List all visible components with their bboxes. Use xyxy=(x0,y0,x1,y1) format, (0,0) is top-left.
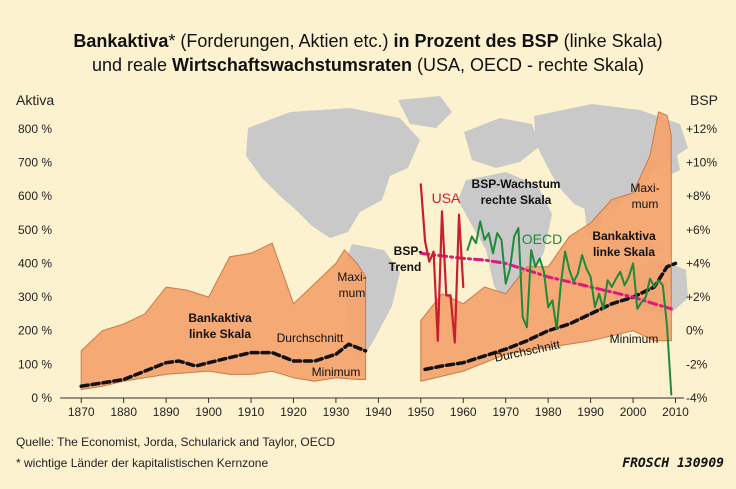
map-north-america xyxy=(246,108,420,238)
x-tick-1960: 1960 xyxy=(450,405,477,419)
right-tick-2: -2% xyxy=(686,357,708,371)
left-tick-0: 0 % xyxy=(31,391,52,405)
bank-assets-band-1950-2009 xyxy=(420,111,672,382)
left-axis-ticks: 0 % 100 % 200 % 300 % 400 % 500 % 600 % 700 % 80… xyxy=(18,122,52,405)
left-tick-800: 800 % xyxy=(18,122,52,136)
x-tick-1950: 1950 xyxy=(407,405,434,419)
left-tick-100: 100 % xyxy=(18,357,52,371)
left-axis-label: Aktiva xyxy=(16,92,54,108)
x-tick-1880: 1880 xyxy=(110,405,137,419)
x-tick-1980: 1980 xyxy=(535,405,562,419)
annotation-maximum-left-1: Maxi- xyxy=(337,270,366,284)
right-tick-0: 0% xyxy=(686,324,704,338)
left-tick-600: 600 % xyxy=(18,189,52,203)
annotation-maximum-left-2: mum xyxy=(339,286,366,300)
title-part-2b: Wirtschaftswachstumsraten xyxy=(172,55,412,75)
average-line-1870-1937 xyxy=(79,342,368,388)
x-tick-2000: 2000 xyxy=(620,405,647,419)
bank-assets-bands xyxy=(80,111,672,391)
right-tick-12: +12% xyxy=(686,122,717,136)
x-tick-1930: 1930 xyxy=(323,405,350,419)
title-part-2a: und reale xyxy=(92,55,172,75)
annotation-bank-left-2: linke Skala xyxy=(189,327,251,341)
annotation-usa: USA xyxy=(432,190,461,206)
footnote: * wichtige Länder der kapitalistischen K… xyxy=(16,456,268,470)
right-tick-4: -4% xyxy=(686,391,708,405)
x-axis-ticks: 1870 1880 1890 1900 1910 1920 1930 1940 1950 1960… xyxy=(68,398,689,419)
left-tick-400: 400 % xyxy=(18,256,52,270)
annotation-bank-right-2: linke Skala xyxy=(593,245,655,259)
annotation-maximum-right-1: Maxi- xyxy=(630,181,659,195)
right-tick-6: +6% xyxy=(686,223,711,237)
x-tick-1910: 1910 xyxy=(238,405,265,419)
x-tick-1970: 1970 xyxy=(492,405,519,419)
x-tick-1900: 1900 xyxy=(195,405,222,419)
usa-growth-line xyxy=(419,183,465,344)
annotation-maximum-right-2: mum xyxy=(632,197,659,211)
annotation-minimum-left: Minimum xyxy=(312,365,361,379)
annotation-bsp-growth-2: rechte Skala xyxy=(481,193,552,207)
bank-assets-band-1870-1937 xyxy=(80,242,367,391)
chart-title-line-2: und reale Wirtschaftswachstumsraten (USA… xyxy=(92,55,644,75)
right-tick-8: +8% xyxy=(686,189,711,203)
x-tick-1870: 1870 xyxy=(68,405,95,419)
title-part-1a: Bankaktiva xyxy=(73,31,169,51)
average-line-1951-2010 xyxy=(423,261,678,372)
artist-signature: FROSCH 130909 xyxy=(622,456,724,471)
annotation-minimum-right: Minimum xyxy=(610,332,659,346)
right-axis-label: BSP xyxy=(690,92,718,108)
title-part-1c: in Prozent des BSP xyxy=(389,31,559,51)
map-asia xyxy=(534,104,688,214)
left-tick-200: 200 % xyxy=(18,324,52,338)
annotation-bsp-growth-1: BSP-Wachstum xyxy=(472,177,561,191)
series-lines xyxy=(79,183,678,396)
left-tick-300: 300 % xyxy=(18,290,52,304)
x-tick-1940: 1940 xyxy=(365,405,392,419)
annotation-average-left: Durchschnitt xyxy=(277,331,344,345)
source-note: Quelle: The Economist, Jorda, Schularick… xyxy=(16,435,335,449)
map-europe xyxy=(464,118,540,168)
x-tick-1890: 1890 xyxy=(153,405,180,419)
right-tick-10: +10% xyxy=(686,155,717,169)
annotation-oecd: OECD xyxy=(522,231,562,247)
annotation-bank-right-1: Bankaktiva xyxy=(592,229,656,243)
right-axis-ticks: -4% -2% 0% +2% +4% +6% +8% +10% +12% xyxy=(686,122,717,405)
x-tick-1990: 1990 xyxy=(577,405,604,419)
left-tick-700: 700 % xyxy=(18,155,52,169)
left-tick-500: 500 % xyxy=(18,223,52,237)
annotation-bsp-trend-2: Trend xyxy=(389,260,422,274)
x-tick-1920: 1920 xyxy=(280,405,307,419)
title-part-1b: * (Forderungen, Aktien etc.) xyxy=(168,31,388,51)
chart-title-line-1: Bankaktiva* (Forderungen, Aktien etc.) i… xyxy=(73,31,662,51)
right-tick-4: +4% xyxy=(686,256,711,270)
x-tick-2010: 2010 xyxy=(662,405,689,419)
title-part-1d: (linke Skala) xyxy=(559,31,663,51)
right-tick-2: +2% xyxy=(686,290,711,304)
title-part-2c: (USA, OECD - rechte Skala) xyxy=(412,55,644,75)
annotation-bank-left-1: Bankaktiva xyxy=(188,311,252,325)
map-greenland xyxy=(398,96,452,128)
annotations: Bankaktiva linke Skala Durchschnitt Mini… xyxy=(188,177,659,379)
annotation-bsp-trend-1: BSP- xyxy=(394,244,423,258)
oecd-growth-line xyxy=(466,220,673,396)
